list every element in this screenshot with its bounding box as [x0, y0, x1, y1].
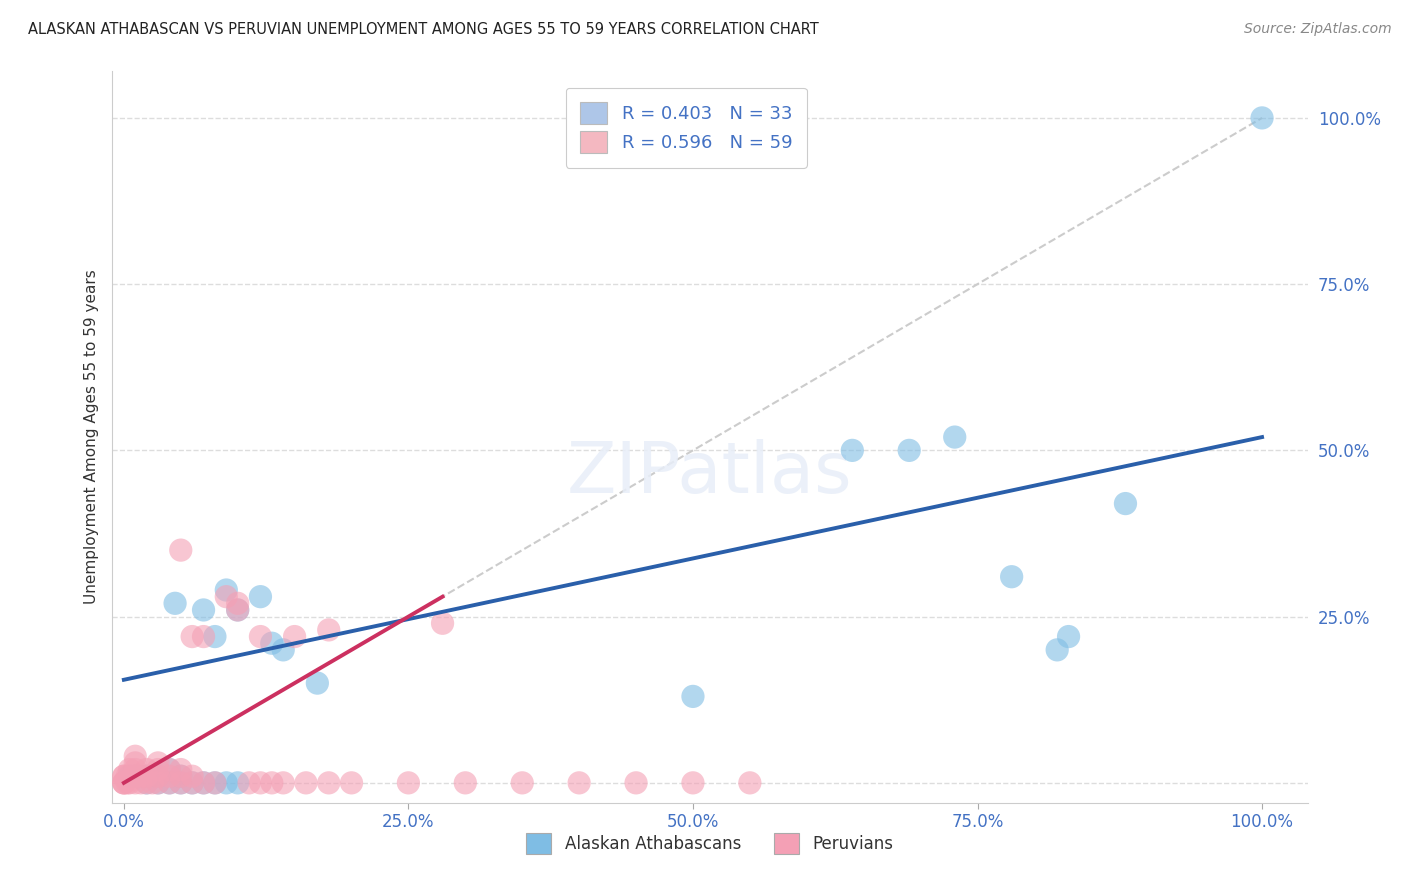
Point — [117, 776, 139, 790]
Point — [124, 756, 146, 770]
Text: ALASKAN ATHABASCAN VS PERUVIAN UNEMPLOYMENT AMONG AGES 55 TO 59 YEARS CORRELATIO: ALASKAN ATHABASCAN VS PERUVIAN UNEMPLOYM… — [28, 22, 818, 37]
Point — [284, 630, 307, 644]
Point — [146, 769, 169, 783]
Point — [1251, 111, 1274, 125]
Point — [271, 776, 294, 790]
Point — [181, 630, 204, 644]
Point — [295, 776, 318, 790]
Point — [112, 769, 135, 783]
Point — [898, 443, 921, 458]
Point — [1057, 630, 1080, 644]
Legend: Alaskan Athabascans, Peruvians: Alaskan Athabascans, Peruvians — [520, 827, 900, 860]
Point — [112, 769, 135, 783]
Point — [124, 769, 146, 783]
Point — [170, 763, 193, 777]
Point — [238, 776, 260, 790]
Point — [135, 776, 157, 790]
Point — [141, 776, 163, 790]
Point — [193, 776, 215, 790]
Point — [249, 776, 271, 790]
Point — [170, 769, 193, 783]
Point — [624, 776, 647, 790]
Point — [204, 776, 226, 790]
Point — [135, 776, 157, 790]
Point — [215, 776, 238, 790]
Point — [226, 596, 249, 610]
Point — [129, 776, 152, 790]
Point — [165, 596, 187, 610]
Point — [118, 763, 141, 777]
Point — [170, 776, 193, 790]
Point — [1001, 570, 1024, 584]
Point — [318, 776, 340, 790]
Point — [318, 623, 340, 637]
Point — [157, 776, 180, 790]
Point — [181, 776, 204, 790]
Point — [135, 769, 157, 783]
Point — [157, 763, 180, 777]
Point — [943, 430, 966, 444]
Point — [157, 763, 180, 777]
Point — [226, 603, 249, 617]
Point — [117, 769, 139, 783]
Point — [1046, 643, 1069, 657]
Point — [124, 769, 146, 783]
Point — [432, 616, 454, 631]
Point — [249, 590, 271, 604]
Point — [340, 776, 363, 790]
Point — [568, 776, 591, 790]
Point — [271, 643, 294, 657]
Point — [170, 769, 193, 783]
Point — [181, 769, 204, 783]
Point — [682, 776, 704, 790]
Point — [215, 590, 238, 604]
Point — [112, 776, 135, 790]
Point — [135, 769, 157, 783]
Point — [129, 769, 152, 783]
Point — [260, 776, 283, 790]
Point — [226, 603, 249, 617]
Point — [124, 776, 146, 790]
Text: Source: ZipAtlas.com: Source: ZipAtlas.com — [1244, 22, 1392, 37]
Point — [170, 543, 193, 558]
Point — [841, 443, 863, 458]
Point — [249, 630, 271, 644]
Point — [1114, 497, 1136, 511]
Text: ZIPatlas: ZIPatlas — [567, 439, 853, 508]
Point — [204, 630, 226, 644]
Point — [193, 776, 215, 790]
Point — [112, 776, 135, 790]
Point — [124, 749, 146, 764]
Point — [260, 636, 283, 650]
Point — [146, 763, 169, 777]
Point — [510, 776, 533, 790]
Point — [112, 776, 135, 790]
Point — [118, 769, 141, 783]
Point — [157, 776, 180, 790]
Point — [170, 776, 193, 790]
Point — [738, 776, 761, 790]
Point — [146, 756, 169, 770]
Point — [181, 776, 204, 790]
Point — [124, 763, 146, 777]
Point — [307, 676, 329, 690]
Point — [135, 763, 157, 777]
Point — [682, 690, 704, 704]
Point — [193, 630, 215, 644]
Point — [157, 769, 180, 783]
Point — [215, 582, 238, 597]
Point — [204, 776, 226, 790]
Point — [146, 769, 169, 783]
Point — [122, 769, 145, 783]
Point — [454, 776, 477, 790]
Y-axis label: Unemployment Among Ages 55 to 59 years: Unemployment Among Ages 55 to 59 years — [83, 269, 98, 605]
Point — [146, 776, 169, 790]
Point — [146, 776, 169, 790]
Point — [193, 603, 215, 617]
Point — [226, 776, 249, 790]
Point — [118, 776, 141, 790]
Point — [396, 776, 419, 790]
